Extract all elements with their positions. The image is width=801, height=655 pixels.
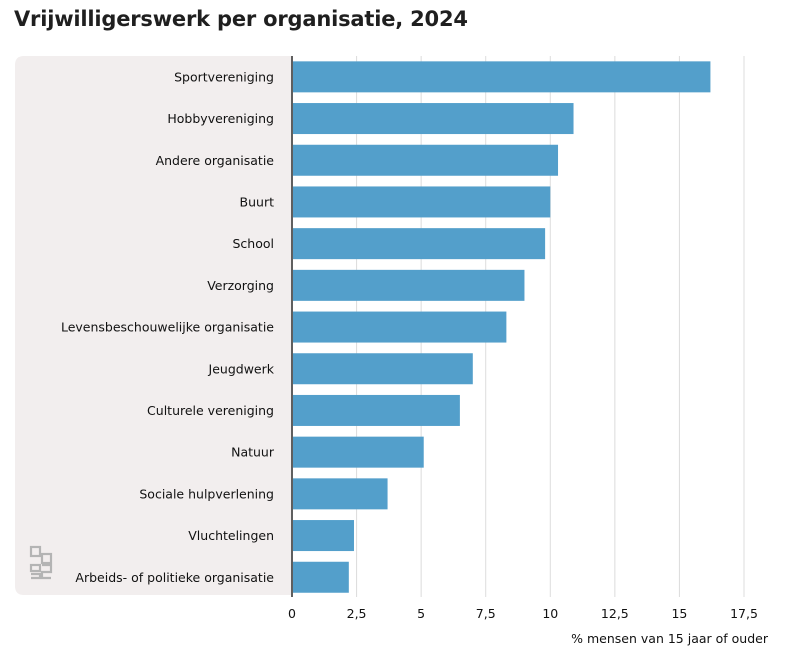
x-tick-label: 0 [288, 606, 296, 621]
bar [292, 103, 574, 135]
category-label: Hobbyvereniging [167, 111, 274, 126]
x-tick-label: 5 [417, 606, 425, 621]
x-tick-label: 15 [671, 606, 687, 621]
x-tick-label: 2,5 [347, 606, 367, 621]
bars [292, 61, 711, 593]
category-label: Buurt [240, 194, 275, 209]
chart-title: Vrijwilligerswerk per organisatie, 2024 [14, 7, 468, 31]
category-label: Sociale hulpverlening [139, 486, 274, 501]
x-tick-label: 17,5 [730, 606, 758, 621]
category-label: Andere organisatie [156, 153, 275, 168]
bar [292, 311, 507, 343]
bar [292, 228, 546, 260]
bar [292, 353, 473, 385]
category-label: Vluchtelingen [188, 528, 274, 543]
category-label: Natuur [231, 445, 275, 460]
bar [292, 478, 388, 510]
x-tick-labels: 0 2,5 5 7,5 10 12,5 15 17,5 [288, 606, 758, 621]
category-panel [15, 56, 292, 595]
x-tick-label: 10 [542, 606, 558, 621]
cbs-logo-icon [29, 545, 53, 580]
category-label: Arbeids- of politieke organisatie [75, 570, 274, 585]
bar [292, 561, 349, 593]
bar [292, 394, 460, 426]
category-label: Jeugdwerk [208, 361, 275, 376]
bar [292, 61, 711, 93]
bar [292, 144, 559, 176]
category-label: School [233, 236, 275, 251]
bar [292, 269, 525, 301]
category-label: Verzorging [207, 278, 274, 293]
category-label: Sportvereniging [174, 69, 274, 84]
x-tick-label: 7,5 [476, 606, 496, 621]
bar [292, 186, 551, 218]
bar [292, 520, 354, 552]
category-label: Levensbeschouwelijke organisatie [61, 320, 274, 335]
x-tick-label: 12,5 [601, 606, 629, 621]
category-labels: Sportvereniging Hobbyvereniging Andere org… [61, 69, 275, 584]
x-axis-label: % mensen van 15 jaar of ouder [571, 631, 769, 646]
bar [292, 436, 424, 468]
category-label: Culturele vereniging [147, 403, 274, 418]
